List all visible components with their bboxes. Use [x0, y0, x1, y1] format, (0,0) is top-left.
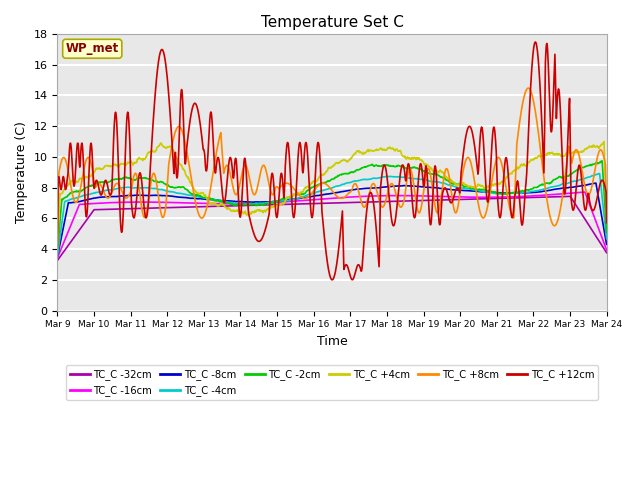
TC_C -16cm	[54, 255, 61, 261]
TC_C +8cm	[603, 218, 611, 224]
TC_C +12cm	[308, 214, 316, 220]
TC_C +12cm	[532, 39, 540, 45]
TC_C -8cm	[54, 254, 61, 260]
TC_C -32cm	[366, 199, 374, 205]
TC_C -16cm	[287, 199, 294, 204]
TC_C -16cm	[118, 199, 126, 205]
TC_C +4cm	[54, 246, 61, 252]
TC_C +4cm	[366, 147, 374, 153]
Y-axis label: Temperature (C): Temperature (C)	[15, 121, 28, 223]
TC_C -4cm	[308, 191, 316, 196]
TC_C -8cm	[96, 194, 104, 200]
Text: WP_met: WP_met	[66, 42, 119, 55]
TC_C -16cm	[603, 247, 611, 253]
TC_C +8cm	[287, 182, 294, 188]
TC_C -4cm	[603, 236, 611, 241]
Line: TC_C +4cm: TC_C +4cm	[58, 142, 607, 249]
TC_C +12cm	[54, 243, 61, 249]
TC_C -32cm	[566, 193, 574, 199]
TC_C -4cm	[54, 254, 61, 260]
TC_C -8cm	[592, 180, 600, 186]
TC_C -8cm	[298, 195, 305, 201]
Line: TC_C -4cm: TC_C -4cm	[58, 174, 607, 257]
TC_C -32cm	[603, 250, 611, 255]
TC_C +12cm	[287, 172, 294, 178]
TC_C -4cm	[287, 197, 294, 203]
Line: TC_C +8cm: TC_C +8cm	[58, 88, 607, 244]
TC_C +4cm	[118, 161, 126, 167]
TC_C +8cm	[118, 189, 126, 195]
TC_C -4cm	[118, 185, 126, 191]
TC_C +4cm	[600, 139, 608, 144]
TC_C -16cm	[308, 197, 316, 203]
Line: TC_C -16cm: TC_C -16cm	[58, 192, 607, 258]
Line: TC_C -8cm: TC_C -8cm	[58, 183, 607, 257]
Line: TC_C -32cm: TC_C -32cm	[58, 196, 607, 261]
TC_C -4cm	[298, 194, 305, 200]
TC_C -2cm	[54, 250, 61, 256]
TC_C -32cm	[96, 207, 104, 213]
TC_C -16cm	[581, 189, 589, 195]
TC_C -32cm	[118, 206, 126, 212]
TC_C -8cm	[287, 197, 294, 203]
TC_C -2cm	[118, 176, 126, 181]
TC_C -16cm	[96, 200, 104, 206]
TC_C -2cm	[298, 192, 305, 197]
TC_C -4cm	[96, 189, 104, 195]
TC_C +12cm	[328, 277, 336, 283]
TC_C -2cm	[308, 185, 316, 191]
TC_C -16cm	[298, 198, 305, 204]
TC_C -32cm	[54, 258, 61, 264]
Line: TC_C -2cm: TC_C -2cm	[58, 161, 607, 253]
TC_C -32cm	[287, 201, 294, 207]
TC_C +8cm	[54, 241, 61, 247]
TC_C -2cm	[287, 194, 294, 200]
TC_C +12cm	[118, 227, 126, 232]
TC_C -2cm	[598, 158, 606, 164]
TC_C -8cm	[308, 193, 316, 199]
TC_C +4cm	[298, 189, 305, 195]
TC_C +4cm	[96, 166, 104, 171]
TC_C +8cm	[298, 194, 305, 200]
TC_C -8cm	[366, 185, 374, 191]
Line: TC_C +12cm: TC_C +12cm	[58, 42, 607, 280]
TC_C -2cm	[96, 179, 104, 185]
TC_C +12cm	[298, 156, 305, 162]
TC_C +8cm	[308, 191, 316, 196]
TC_C -32cm	[298, 201, 305, 207]
TC_C -2cm	[603, 230, 611, 236]
Title: Temperature Set C: Temperature Set C	[260, 15, 403, 30]
TC_C +4cm	[308, 180, 316, 186]
TC_C +12cm	[603, 220, 611, 226]
TC_C -8cm	[118, 193, 126, 199]
TC_C -32cm	[308, 201, 316, 206]
TC_C -2cm	[366, 163, 374, 168]
X-axis label: Time: Time	[317, 335, 348, 348]
TC_C -16cm	[366, 193, 374, 199]
TC_C +8cm	[96, 181, 104, 187]
TC_C +8cm	[366, 188, 374, 194]
TC_C -4cm	[366, 176, 374, 182]
TC_C +12cm	[96, 190, 104, 196]
Legend: TC_C -32cm, TC_C -16cm, TC_C -8cm, TC_C -4cm, TC_C -2cm, TC_C +4cm, TC_C +8cm, T: TC_C -32cm, TC_C -16cm, TC_C -8cm, TC_C …	[65, 365, 598, 400]
TC_C -8cm	[603, 241, 611, 247]
TC_C +8cm	[524, 85, 532, 91]
TC_C +4cm	[603, 218, 611, 224]
TC_C -4cm	[596, 171, 604, 177]
TC_C +12cm	[367, 190, 374, 195]
TC_C +4cm	[287, 194, 294, 200]
